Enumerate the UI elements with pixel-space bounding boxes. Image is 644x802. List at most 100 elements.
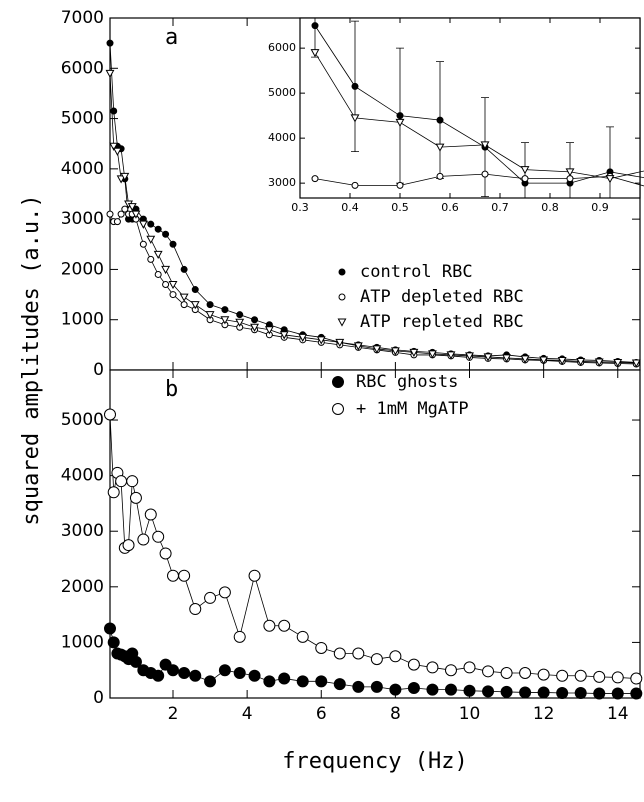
marker — [465, 352, 474, 361]
marker — [263, 675, 276, 688]
panel-label: b — [165, 377, 178, 402]
marker — [154, 225, 162, 233]
marker — [395, 118, 405, 128]
marker — [251, 316, 259, 324]
marker — [178, 569, 191, 582]
marker — [169, 291, 177, 299]
x-tick-label: 0.9 — [591, 201, 609, 214]
y-tick-label: 5000 — [61, 410, 104, 430]
marker — [146, 235, 156, 244]
marker — [333, 647, 346, 660]
marker — [279, 331, 289, 340]
marker — [167, 569, 180, 582]
x-axis-label: frequency (Hz) — [282, 749, 467, 774]
marker — [370, 680, 383, 693]
marker — [236, 311, 244, 319]
marker — [104, 622, 116, 635]
marker — [116, 175, 126, 184]
marker — [139, 240, 147, 248]
marker — [107, 636, 120, 649]
marker — [370, 653, 383, 666]
marker — [205, 311, 215, 320]
marker — [296, 675, 309, 688]
marker — [248, 569, 261, 582]
marker — [180, 265, 188, 273]
y-tick-label: 2000 — [61, 577, 104, 597]
marker — [147, 255, 155, 263]
marker — [221, 306, 229, 314]
marker — [248, 669, 261, 682]
marker — [233, 666, 246, 679]
x-tick-label: 4 — [242, 704, 253, 724]
marker — [565, 168, 575, 177]
marker — [113, 218, 121, 226]
y-tick-label: 6000 — [268, 41, 296, 54]
marker — [352, 647, 365, 660]
marker — [220, 316, 230, 325]
marker — [218, 586, 231, 599]
marker — [122, 539, 135, 552]
marker — [152, 669, 165, 682]
marker — [106, 39, 114, 47]
marker — [556, 669, 569, 682]
marker — [250, 323, 259, 332]
legend-label: + 1mM MgATP — [356, 399, 469, 419]
marker — [138, 220, 148, 229]
marker — [557, 356, 567, 366]
marker — [436, 116, 444, 124]
marker — [611, 671, 624, 684]
y-tick-label: 4000 — [61, 159, 104, 179]
marker — [112, 147, 122, 156]
marker — [500, 666, 513, 679]
marker — [407, 681, 420, 694]
marker — [154, 270, 162, 278]
marker — [500, 685, 513, 698]
error-bar — [606, 126, 614, 199]
x-tick-label: 0.4 — [341, 201, 359, 214]
marker — [159, 547, 172, 560]
y-tick-label: 0 — [93, 688, 104, 708]
marker — [519, 686, 532, 699]
marker — [106, 210, 114, 218]
y-tick-label: 1000 — [61, 310, 104, 330]
marker — [519, 666, 532, 679]
marker — [167, 664, 180, 677]
marker — [520, 355, 530, 364]
plot-frame — [109, 369, 641, 699]
marker — [372, 345, 382, 354]
marker — [169, 240, 177, 248]
marker — [129, 655, 142, 668]
marker — [482, 665, 495, 678]
marker — [144, 508, 157, 521]
marker — [126, 475, 139, 488]
marker — [481, 170, 489, 178]
marker — [311, 175, 319, 183]
marker — [189, 669, 202, 682]
marker — [428, 350, 437, 359]
legend-label: ATP repleted RBC — [360, 312, 524, 332]
marker — [204, 675, 217, 688]
marker — [482, 685, 495, 698]
marker — [444, 683, 457, 696]
marker — [574, 686, 587, 699]
marker — [298, 333, 308, 342]
marker — [120, 172, 130, 182]
x-tick-label: 12 — [533, 704, 555, 724]
marker — [316, 336, 326, 345]
marker — [576, 357, 586, 367]
legend-label: RBC ghosts — [356, 372, 458, 392]
x-tick-label: 2 — [168, 704, 179, 724]
x-tick-label: 0.7 — [491, 201, 509, 214]
marker — [593, 670, 606, 683]
marker — [153, 250, 163, 259]
y-tick-label: 2000 — [61, 259, 104, 279]
marker — [537, 686, 550, 699]
marker — [178, 666, 191, 679]
marker — [218, 664, 231, 677]
marker — [131, 210, 141, 219]
marker — [278, 672, 291, 685]
series-line — [109, 73, 637, 364]
x-tick-label: 8 — [390, 704, 401, 724]
